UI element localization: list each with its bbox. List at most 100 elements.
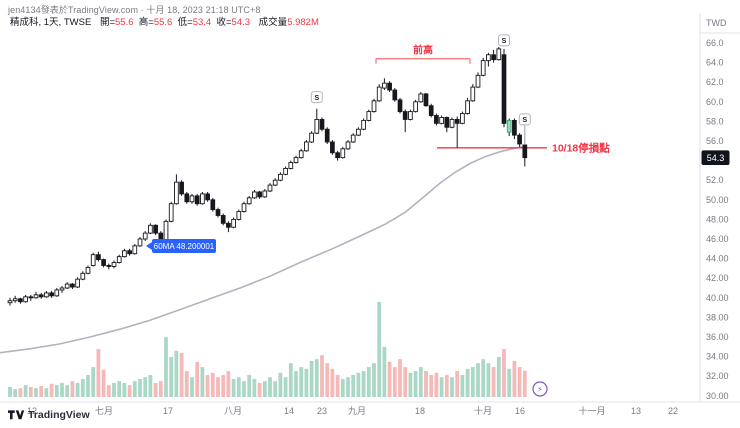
volume-bar [164,337,168,397]
sell-marker-badge[interactable] [310,91,323,104]
price-axis[interactable]: TWD 66.0 64.0 62.0 60.0 58.0 56.0 52.0 50.00 48.0… [701,18,730,401]
symbol-title: 精成科, 1天, TWSE [10,17,92,28]
axis-frame [0,14,740,403]
price-tick-label: 44.00 [706,254,729,264]
trade-markers: S S S [310,34,531,145]
candle [179,180,184,196]
candle [267,183,273,192]
volume-bar [304,368,309,397]
candle [236,209,242,221]
volume-bar [117,381,122,397]
candle [413,99,418,113]
volume-bar [210,372,215,397]
candle [283,166,288,176]
candle [122,248,127,258]
volume-bar [429,375,434,397]
volume-bar [205,375,210,397]
volume-bar [96,349,101,397]
volume-bar [231,378,236,397]
price-tick-label: 58.0 [706,116,724,126]
candle [470,84,476,102]
volume-label: 成交量 [258,17,288,28]
ma-value-text: 60MA 48.200001 [154,242,215,251]
candle [382,78,387,91]
volume-bar [169,356,174,397]
candle [23,294,28,303]
volume-bar [486,363,491,397]
candle [200,191,205,205]
candle [460,111,465,125]
volume-bar [91,367,96,397]
volume-bar [346,377,350,397]
volume-bar [216,377,220,397]
candle [174,174,179,205]
ma-value-label[interactable]: 60MA 48.200001 [146,239,216,253]
candle [64,282,70,289]
candle [241,201,247,213]
price-tick-label: 38.00 [706,312,729,322]
candle [7,297,13,306]
candle [189,193,195,204]
time-tick-label: 16 [515,406,525,416]
volume-bar [75,382,80,397]
candle [330,140,335,155]
volume-bar [200,367,205,397]
volume-bar [54,385,59,397]
volume-bar [491,367,496,397]
candle [345,140,351,150]
candle [475,72,481,89]
candle [496,46,502,61]
volume-bar [112,382,116,397]
volume-bar [273,381,278,397]
volume-bar [455,371,460,397]
volume-bar [340,378,345,397]
prev-high-annotation[interactable]: 前高 [375,44,471,64]
volume-bar [517,367,522,397]
reaction-bubble[interactable]: ⚡ [532,381,548,397]
high-value: 55.6 [153,17,173,28]
candle [226,221,231,233]
volume-bar [522,370,527,397]
candle [340,146,346,159]
footer[interactable]: TradingView [8,409,90,421]
candle [428,103,434,118]
volume-bar [132,381,137,397]
time-axis[interactable]: 12 七月 17 八月 14 23 九月 18 十月 16 十一月 13 22 [27,405,678,416]
time-tick-label: 九月 [348,406,366,416]
time-tick-label: 13 [631,406,641,416]
volume-bar [80,378,85,397]
candle [501,48,507,128]
volume-bar [470,367,475,397]
time-tick-label: 12 [27,406,37,416]
last-price-badge [701,150,730,165]
stop-loss-annotation[interactable]: 10/18停損點 [437,141,610,154]
volume-bar [512,360,517,397]
price-tick-label: 50.00 [706,195,729,205]
sell-marker-badge[interactable] [518,113,531,126]
volume-bar [439,377,444,397]
volume-bar [221,375,226,397]
candle [18,297,23,304]
candle [137,237,143,247]
candle [418,92,424,103]
open-label: 開= [99,17,115,28]
close-label: 收= [216,17,232,28]
volume-bar [320,355,324,397]
candle [184,191,190,204]
volume-bar [195,361,200,397]
candle [106,263,112,270]
candle [163,219,169,241]
lightning-icon[interactable] [532,381,548,397]
volume-bar [262,381,267,397]
volume-bar [101,369,106,397]
volume-bar [60,382,64,397]
sell-marker-badge[interactable] [498,34,510,47]
price-tick-label: 36.00 [706,332,729,342]
sell-marker-label: S [314,95,319,102]
candle [132,243,138,255]
symbol-legend[interactable]: 精成科, 1天, TWSE 開=55.6 高=55.6 低=53.4 收=54.… [10,14,319,28]
candle [397,97,403,114]
candle [465,97,470,115]
